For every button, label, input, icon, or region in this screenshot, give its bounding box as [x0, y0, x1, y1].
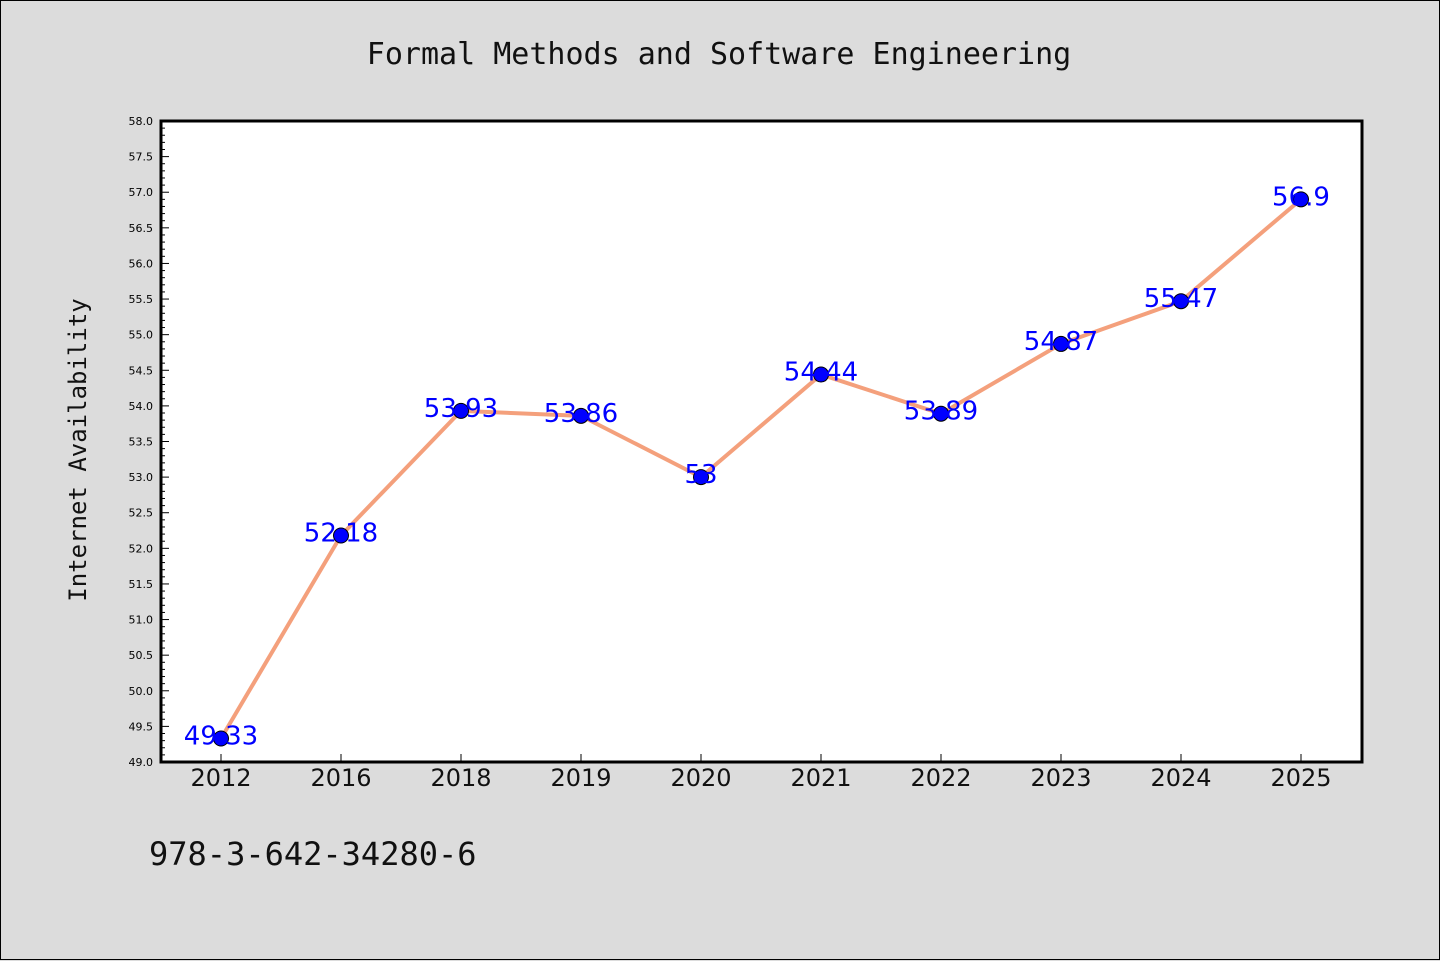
y-tick-label: 56.0: [129, 257, 154, 270]
y-axis-label: Internet Availability: [64, 298, 92, 601]
x-tick-label: 2020: [670, 764, 731, 792]
data-label: 53.89: [904, 397, 978, 427]
y-tick-label: 54.0: [129, 400, 154, 413]
x-tick-label: 2016: [310, 764, 371, 792]
y-tick-label: 50.5: [129, 649, 154, 662]
data-label: 53.93: [424, 394, 498, 424]
data-label: 55.47: [1144, 284, 1218, 314]
y-tick-label: 57.5: [129, 151, 154, 164]
y-tick-label: 56.5: [129, 222, 154, 235]
y-tick-label: 53.0: [129, 471, 154, 484]
plot-area: [159, 119, 1364, 764]
y-tick-label: 52.0: [129, 542, 154, 555]
y-axis: 49.0 49.5 50.0 50.5 51.0 51.5 52.0 52.5 53.0 53.5…: [129, 115, 169, 769]
y-tick-label: 49.0: [129, 756, 154, 769]
y-tick-label: 54.5: [129, 364, 154, 377]
data-point: [573, 407, 589, 424]
y-tick-label: 52.5: [129, 507, 154, 520]
series-line: [219, 197, 1303, 741]
data-label: 54.87: [1024, 327, 1098, 357]
data-point: [1173, 293, 1189, 310]
x-tick-label: 2024: [1150, 764, 1211, 792]
chart-title: Formal Methods and Software Engineering: [367, 37, 1071, 72]
x-tick-label: 2012: [190, 764, 251, 792]
x-tick-label: 2019: [550, 764, 611, 792]
y-tick-label: 57.0: [129, 186, 154, 199]
y-tick-label: 51.5: [129, 578, 154, 591]
x-tick-label: 2021: [790, 764, 851, 792]
data-point: [453, 402, 469, 419]
data-label: 52.18: [304, 519, 378, 549]
y-tick-label: 55.5: [129, 293, 154, 306]
x-tick-label: 2025: [1270, 764, 1331, 792]
data-point: [213, 730, 229, 747]
series-layer: [213, 191, 1309, 747]
isbn-footer: 978-3-642-34280-6: [149, 835, 477, 873]
data-point: [1053, 335, 1069, 352]
data-labels: 49.33 52.18 53.93 53.86 53 54.44 53.89 54.87 55.…: [184, 182, 1330, 751]
data-label: 54.44: [784, 358, 858, 388]
data-point: [333, 527, 349, 544]
x-tick-label: 2018: [430, 764, 491, 792]
y-tick-label: 58.0: [129, 115, 154, 128]
data-point: [693, 469, 709, 486]
data-label: 53.86: [544, 399, 618, 429]
y-tick-label: 53.5: [129, 436, 154, 449]
y-tick-label: 50.0: [129, 685, 154, 698]
x-tick-label: 2023: [1030, 764, 1091, 792]
data-label: 53: [684, 460, 717, 490]
x-tick-label: 2022: [910, 764, 971, 792]
data-point: [1293, 191, 1309, 208]
y-tick-label: 51.0: [129, 614, 154, 627]
y-tick-label: 55.0: [129, 329, 154, 342]
y-tick-label: 49.5: [129, 720, 154, 733]
data-label: 56.9: [1272, 182, 1330, 212]
x-axis: 2012 2016 2018 2019 2020 2021 2022 2023 2024 2025: [190, 754, 1332, 792]
data-point: [813, 366, 829, 383]
data-point: [933, 405, 949, 422]
data-label: 49.33: [184, 721, 258, 751]
